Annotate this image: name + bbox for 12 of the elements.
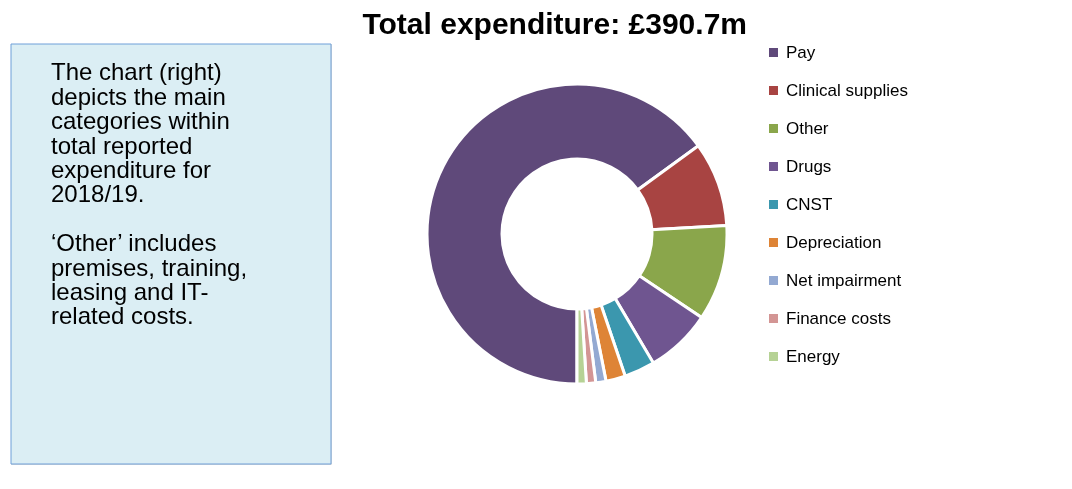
legend-label: Depreciation bbox=[786, 232, 882, 252]
text: ‘Other’ includes premises, training, leasing and IT-related costs. bbox=[51, 229, 248, 330]
legend-label: Pay bbox=[786, 42, 816, 62]
chart-title: Total expenditure: £390.7m bbox=[362, 7, 747, 40]
legend-label: Finance costs bbox=[786, 308, 891, 328]
text: The chart (right) depicts the main categories within total reported expenditure for 2018/19. bbox=[51, 58, 230, 208]
legend-label: Net impairment bbox=[786, 270, 902, 290]
legend-label: Other bbox=[786, 118, 829, 138]
legend-label: Clinical supplies bbox=[786, 80, 908, 100]
legend-label: CNST bbox=[786, 194, 833, 214]
legend-label: Energy bbox=[786, 346, 841, 366]
legend-label: Drugs bbox=[786, 156, 832, 176]
